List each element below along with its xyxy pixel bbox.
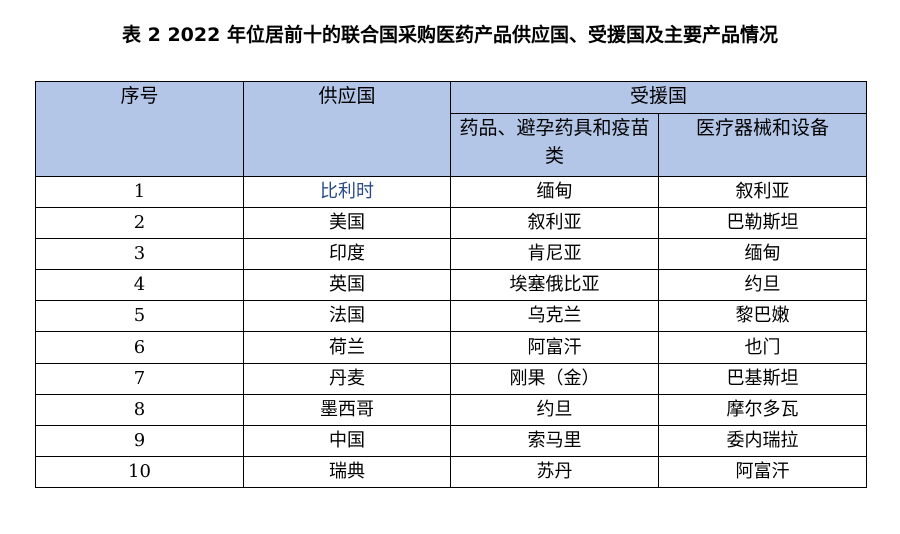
row-index: 7	[35, 362, 244, 395]
header-pharma: 药品、避孕药具和疫苗类	[450, 113, 659, 177]
row-index: 8	[35, 393, 244, 426]
row-devices-recipient: 摩尔多瓦	[657, 393, 868, 426]
row-pharma-recipient: 肯尼亚	[450, 238, 659, 271]
header-devices: 医疗器械和设备	[657, 113, 868, 177]
row-pharma-recipient: 阿富汗	[450, 331, 659, 364]
row-index: 1	[35, 175, 244, 209]
row-pharma-recipient: 埃塞俄比亚	[450, 269, 659, 302]
row-index: 9	[35, 424, 244, 457]
row-pharma-recipient: 缅甸	[450, 175, 659, 209]
header-supplier: 供应国	[243, 81, 451, 177]
supplier-recipient-table: 序号 供应国 受援国 药品、避孕药具和疫苗类 医疗器械和设备 1 比利时 缅甸 叙利亚…	[35, 81, 868, 488]
row-index: 5	[35, 300, 244, 333]
row-devices-recipient: 叙利亚	[657, 175, 868, 209]
table-row: 10 瑞典 苏丹 阿富汗	[35, 455, 868, 488]
table-row: 2 美国 叙利亚 巴勒斯坦	[35, 207, 868, 240]
row-devices-recipient: 约旦	[657, 269, 868, 302]
row-devices-recipient: 巴勒斯坦	[657, 207, 868, 240]
table-row: 8 墨西哥 约旦 摩尔多瓦	[35, 393, 868, 426]
table-title: 表 2 2022 年位居前十的联合国采购医药产品供应国、受援国及主要产品情况	[122, 24, 778, 46]
row-index: 3	[35, 238, 244, 271]
row-index: 10	[35, 455, 244, 488]
table-row: 6 荷兰 阿富汗 也门	[35, 331, 868, 364]
row-devices-recipient: 委内瑞拉	[657, 424, 868, 457]
row-supplier: 印度	[243, 238, 451, 271]
table-row: 3 印度 肯尼亚 缅甸	[35, 238, 868, 271]
table-row: 7 丹麦 刚果（金） 巴基斯坦	[35, 362, 868, 395]
row-index: 2	[35, 207, 244, 240]
row-supplier: 墨西哥	[243, 393, 451, 426]
row-supplier: 荷兰	[243, 331, 451, 364]
row-supplier: 比利时	[243, 175, 451, 209]
row-pharma-recipient: 约旦	[450, 393, 659, 426]
row-supplier: 中国	[243, 424, 451, 457]
row-index: 4	[35, 269, 244, 302]
row-devices-recipient: 阿富汗	[657, 455, 868, 488]
row-devices-recipient: 黎巴嫩	[657, 300, 868, 333]
row-devices-recipient: 也门	[657, 331, 868, 364]
row-pharma-recipient: 乌克兰	[450, 300, 659, 333]
row-devices-recipient: 巴基斯坦	[657, 362, 868, 395]
row-pharma-recipient: 刚果（金）	[450, 362, 659, 395]
row-pharma-recipient: 苏丹	[450, 455, 659, 488]
table-row: 1 比利时 缅甸 叙利亚	[35, 175, 868, 209]
header-recipient: 受援国	[449, 81, 868, 114]
row-supplier: 美国	[243, 207, 451, 240]
row-supplier: 丹麦	[243, 362, 451, 395]
table-row: 4 英国 埃塞俄比亚 约旦	[35, 269, 868, 302]
table-row: 9 中国 索马里 委内瑞拉	[35, 424, 868, 457]
row-pharma-recipient: 索马里	[450, 424, 659, 457]
table-row: 5 法国 乌克兰 黎巴嫩	[35, 300, 868, 333]
header-index: 序号	[35, 81, 244, 177]
row-supplier: 英国	[243, 269, 451, 302]
row-pharma-recipient: 叙利亚	[450, 207, 659, 240]
row-supplier: 法国	[243, 300, 451, 333]
row-supplier: 瑞典	[243, 455, 451, 488]
row-index: 6	[35, 331, 244, 364]
row-devices-recipient: 缅甸	[657, 238, 868, 271]
